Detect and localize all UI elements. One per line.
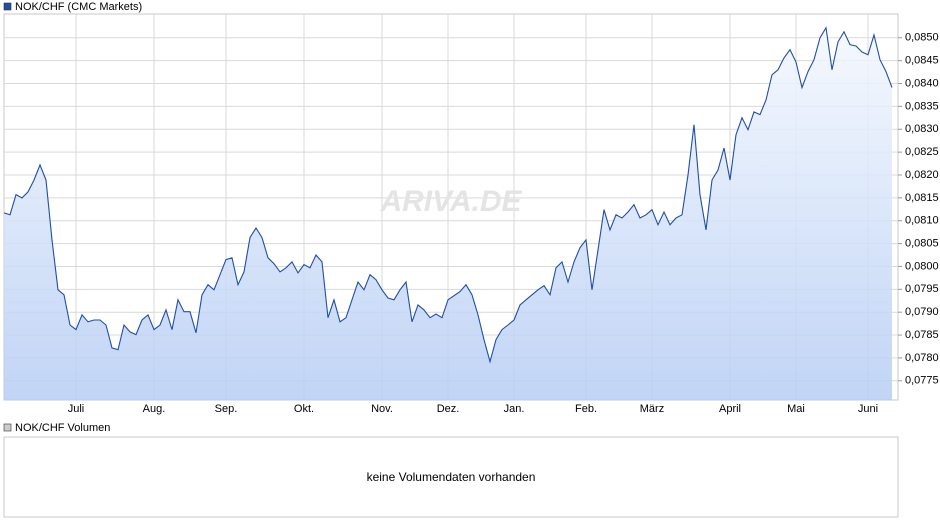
y-tick-label: 0,0840	[905, 77, 939, 89]
x-tick-label: Jan.	[504, 403, 525, 415]
line	[3, 26, 893, 364]
legend-label: NOK/CHF (CMC Markets)	[15, 1, 142, 13]
volume-frame	[3, 436, 899, 518]
y-tick-label: 0,0800	[905, 260, 939, 272]
area	[4, 27, 892, 400]
y-tick-label: 0,0780	[905, 352, 939, 364]
volume-legend-swatch	[3, 423, 12, 432]
x-tick-label: Dez.	[437, 403, 460, 415]
y-tick-label: 0,0820	[905, 169, 939, 181]
x-tick-label: April	[719, 403, 741, 415]
y-tick-label: 0,0805	[905, 237, 939, 249]
x-tick-label: Nov.	[371, 403, 393, 415]
y-tick-label: 0,0775	[905, 375, 939, 387]
y-tick-label: 0,0825	[905, 146, 939, 158]
watermark: ARIVA.DE	[379, 185, 522, 218]
y-tick-label: 0,0785	[905, 329, 939, 341]
y-tick-label: 0,0835	[905, 100, 939, 112]
y-tick-label: 0,0815	[905, 192, 939, 204]
legend-swatch	[3, 2, 12, 11]
x-tick-label: Feb.	[575, 403, 597, 415]
volume-legend-label: NOK/CHF Volumen	[15, 422, 110, 434]
y-tick-label: 0,0790	[905, 306, 939, 318]
x-tick-label: Mai	[787, 403, 805, 415]
y-tick-label: 0,0795	[905, 283, 939, 295]
x-tick-label: März	[640, 403, 664, 415]
x-tick-label: Okt.	[294, 403, 314, 415]
x-tick-label: Juni	[858, 403, 878, 415]
y-tick-label: 0,0845	[905, 55, 939, 67]
volume-message: keine Volumendaten vorhanden	[367, 470, 536, 484]
y-tick-label: 0,0830	[905, 123, 939, 135]
x-tick-label: Aug.	[143, 403, 166, 415]
y-tick-label: 0,0850	[905, 32, 939, 44]
x-tick-label: Juli	[68, 403, 85, 415]
y-tick-label: 0,0810	[905, 215, 939, 227]
x-tick-label: Sep.	[215, 403, 238, 415]
